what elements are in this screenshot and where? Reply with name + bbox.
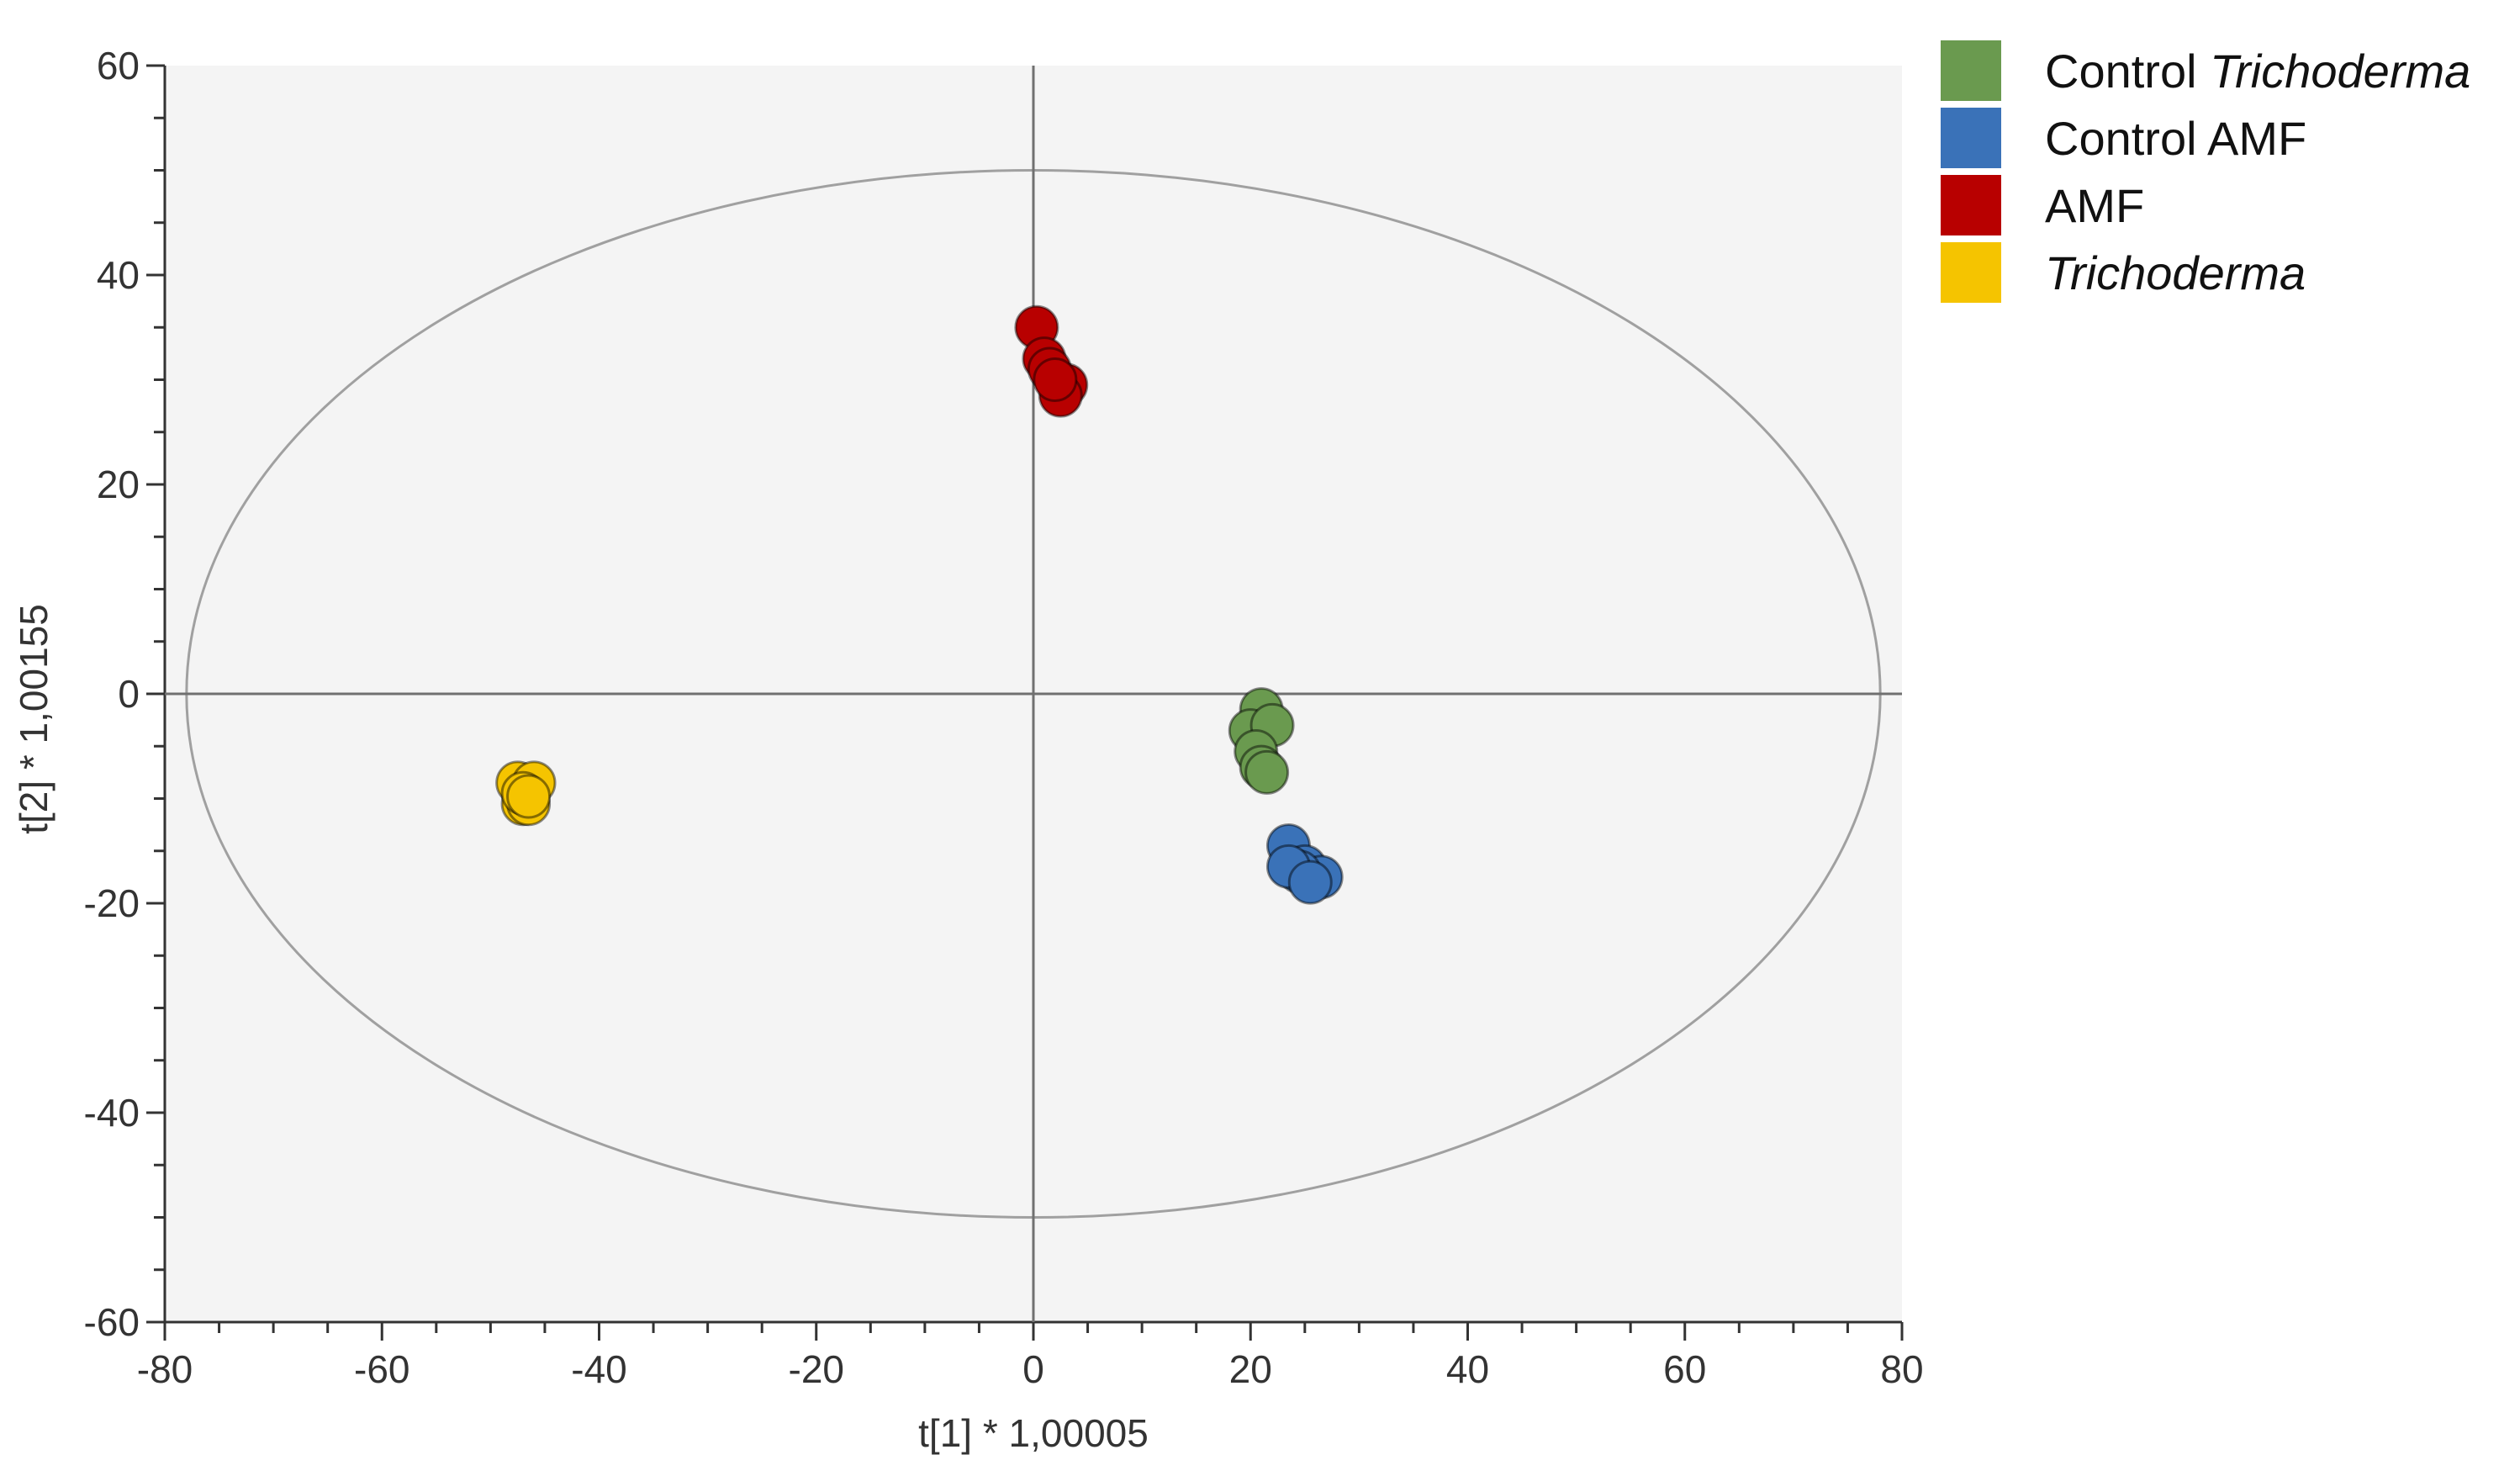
data-point xyxy=(506,774,552,819)
x-axis-title: t[1] * 1,00005 xyxy=(918,1411,1149,1455)
series-trichoderma xyxy=(495,760,557,827)
legend-swatch xyxy=(1941,108,2001,168)
y-tick-label: -20 xyxy=(84,881,140,925)
y-tick-label: 60 xyxy=(97,44,140,87)
series-control-trichoderma xyxy=(1228,687,1295,795)
x-tick-label: 60 xyxy=(1663,1347,1706,1391)
y-tick-label: -40 xyxy=(84,1091,140,1135)
y-tick-label: 0 xyxy=(118,672,140,716)
data-points xyxy=(495,304,1344,905)
legend-label: Control Trichoderma xyxy=(2045,44,2471,98)
legend-item-amf: AMF xyxy=(1941,172,2470,239)
y-tick-label: -60 xyxy=(84,1300,140,1344)
legend-item-control-amf: Control AMF xyxy=(1941,104,2470,172)
legend: Control Trichoderma Control AMF AMF Tric… xyxy=(1941,37,2470,306)
legend-label: AMF xyxy=(2045,178,2145,232)
legend-item-trichoderma: Trichoderma xyxy=(1941,239,2470,306)
x-tick-label: 80 xyxy=(1880,1347,1923,1391)
x-tick-label: 0 xyxy=(1022,1347,1044,1391)
x-tick-label: 40 xyxy=(1446,1347,1489,1391)
y-axis-title: t[2] * 1,00155 xyxy=(12,604,55,834)
legend-item-control-trichoderma: Control Trichoderma xyxy=(1941,37,2470,104)
series-amf xyxy=(1014,304,1089,418)
legend-label: Control AMF xyxy=(2045,111,2307,165)
minor-ticks xyxy=(146,64,1904,1341)
data-point xyxy=(1287,860,1333,905)
legend-swatch xyxy=(1941,175,2001,235)
x-tick-label: 20 xyxy=(1229,1347,1272,1391)
y-tick-label: 20 xyxy=(97,463,140,506)
legend-label: Trichoderma xyxy=(2045,246,2306,299)
y-axis-ticks: 60 40 20 0 -20 -40 -60 xyxy=(84,44,140,1344)
y-tick-label: 40 xyxy=(97,253,140,297)
legend-swatch xyxy=(1941,40,2001,101)
data-point xyxy=(1244,749,1290,795)
x-tick-label: -80 xyxy=(137,1347,193,1391)
legend-swatch xyxy=(1941,242,2001,303)
x-tick-label: -60 xyxy=(354,1347,409,1391)
data-point xyxy=(1033,357,1078,402)
x-axis-ticks: -80 -60 -40 -20 0 20 40 60 80 xyxy=(137,1347,1924,1391)
x-tick-label: -40 xyxy=(571,1347,626,1391)
x-tick-label: -20 xyxy=(789,1347,844,1391)
series-control-amf xyxy=(1265,823,1344,905)
